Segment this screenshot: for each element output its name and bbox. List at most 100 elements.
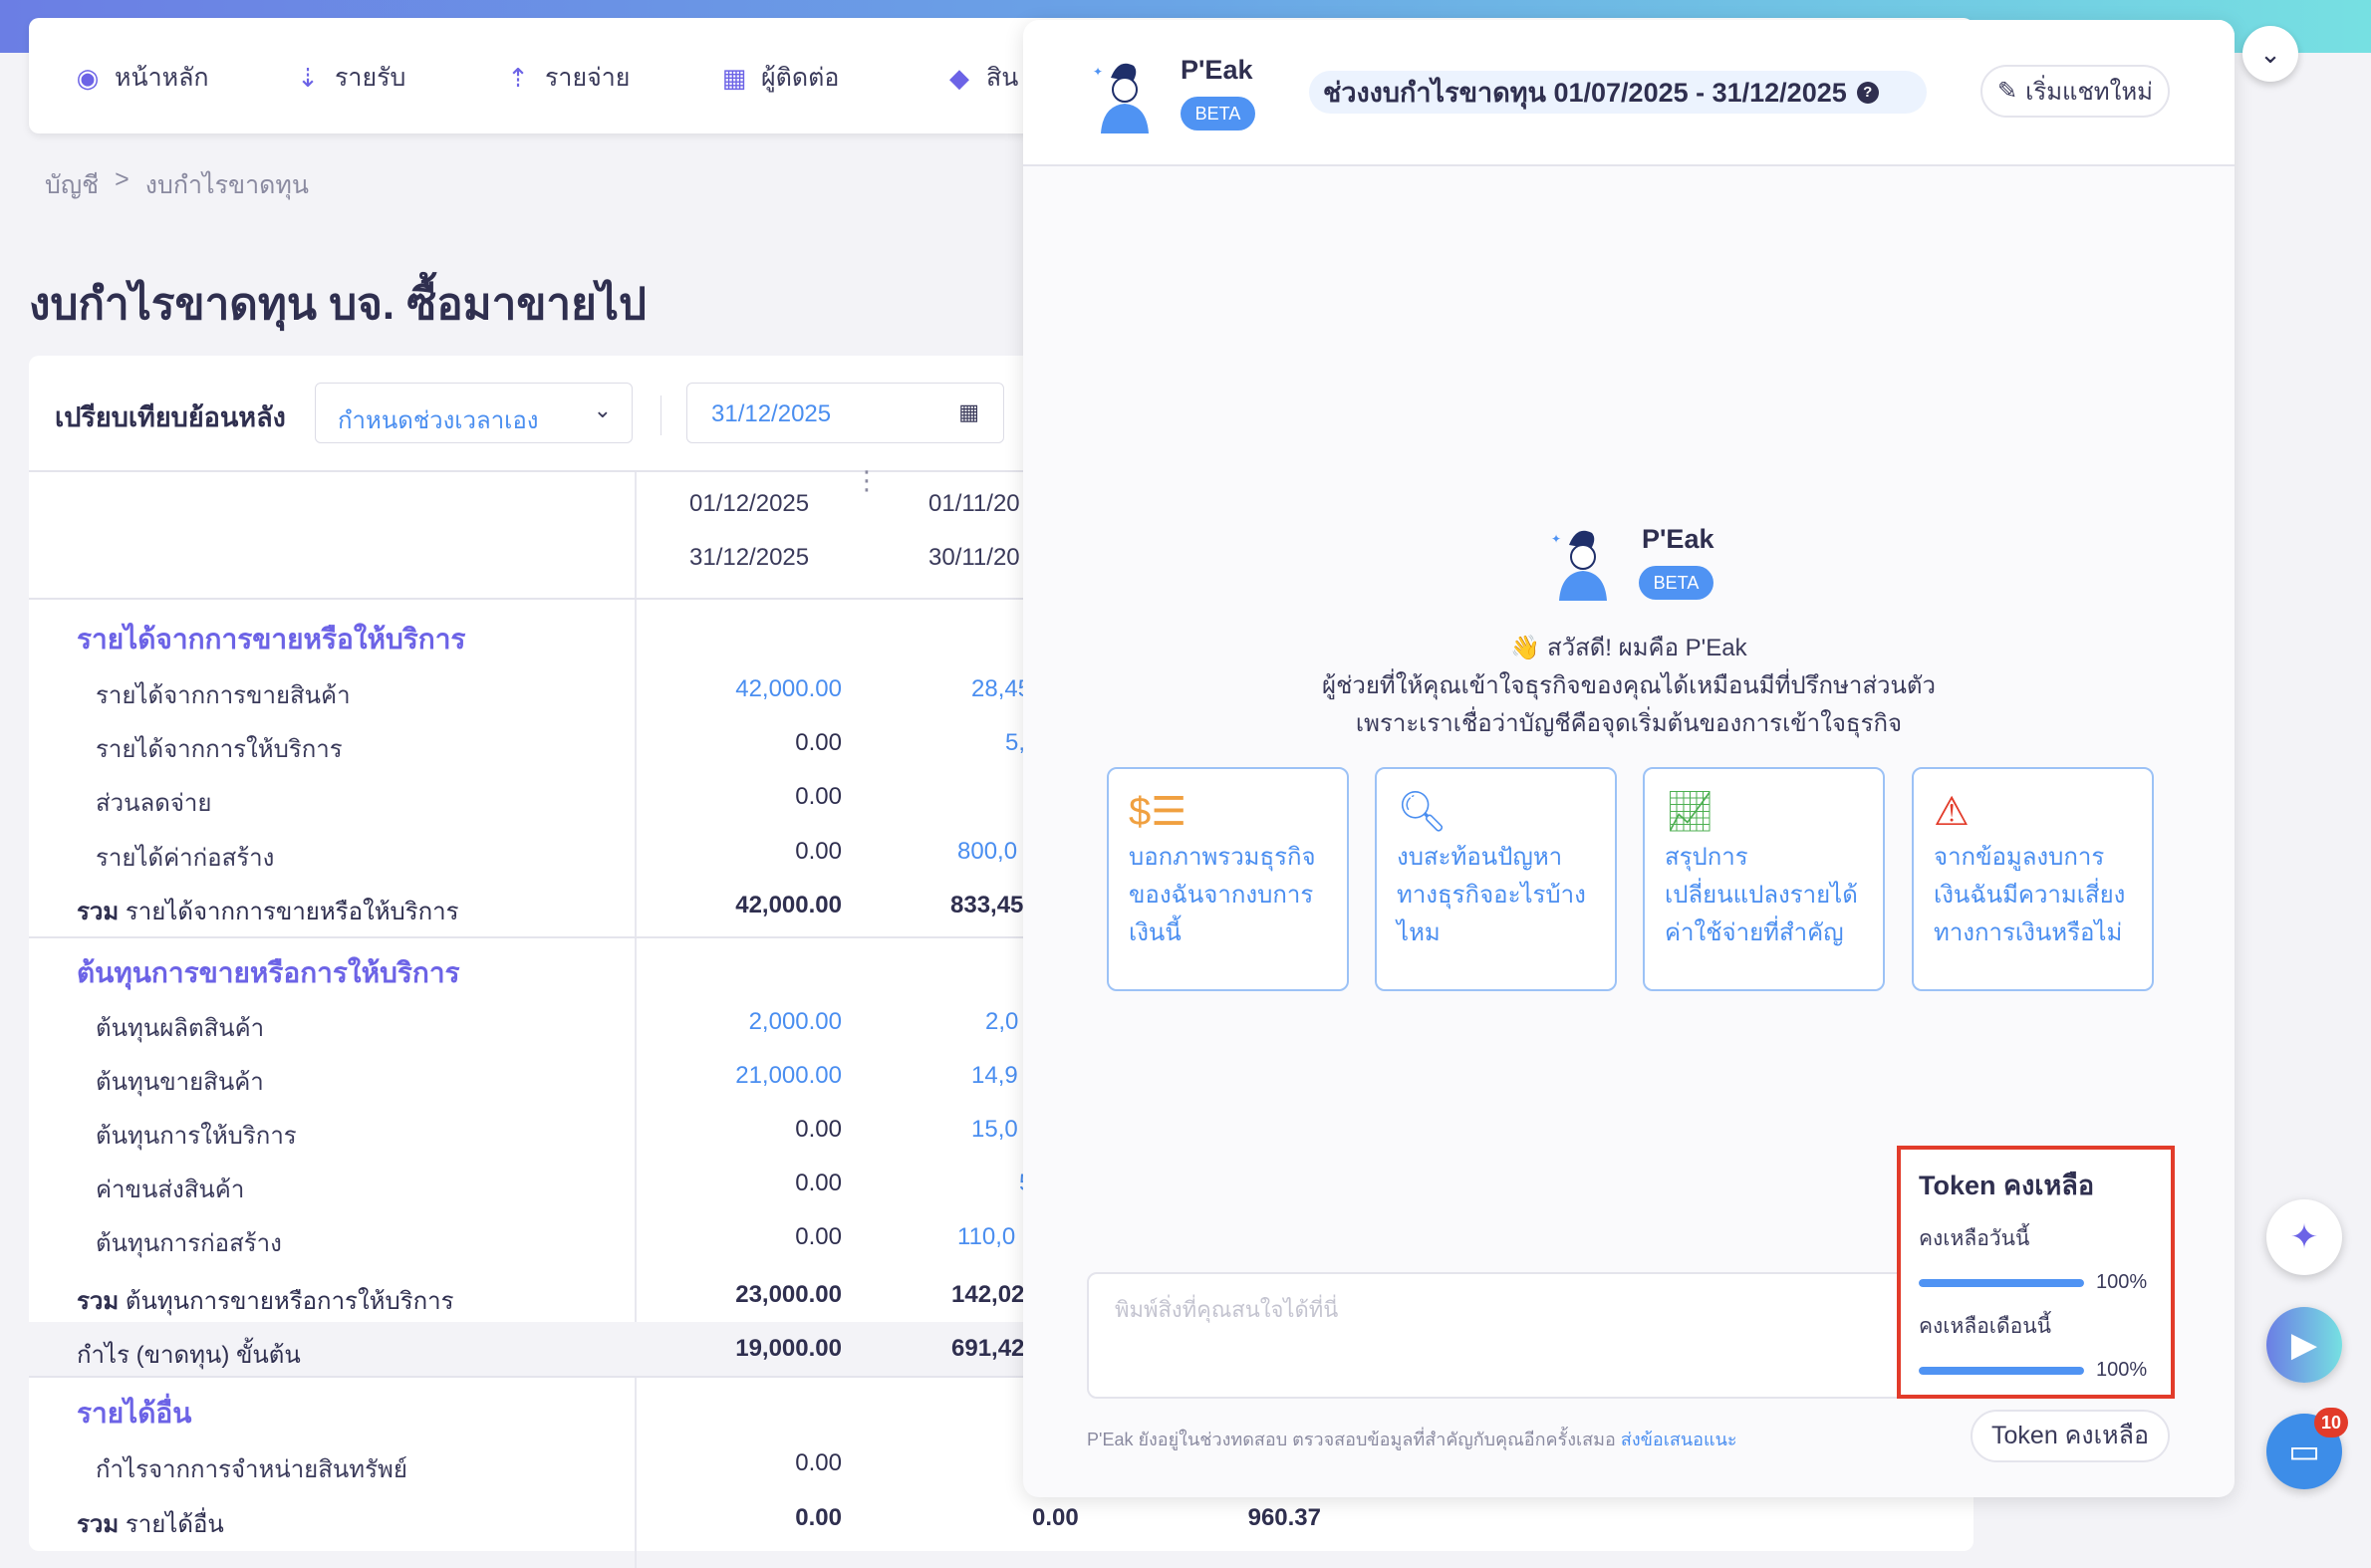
value-col2[interactable]: 14,9 — [971, 1062, 1018, 1089]
calendar-icon[interactable]: ▦ — [958, 399, 979, 424]
total-row: รวม รายได้จากการขายหรือให้บริการ 42,000.0… — [29, 879, 1974, 932]
row-label: รายได้จากการขายสินค้า — [96, 682, 351, 709]
value-col1: 42,000.00 — [735, 892, 842, 918]
period-text: ช่วงงบกำไรขาดทุน 01/07/2025 - 31/12/2025 — [1323, 78, 1847, 108]
breadcrumb: บัญชี > งบกำไรขาดทุน — [45, 165, 309, 205]
value-col2: 691,42 — [951, 1335, 1025, 1362]
period-select-value: กำหนดช่วงเวลาเอง — [338, 407, 539, 434]
suggestion-card[interactable]: ⚠ จากข้อมูลงบการเงินฉันมีความเสี่ยงทางการ… — [1912, 767, 2154, 991]
value-col1: 0.00 — [795, 1449, 842, 1476]
token-month-fill — [1919, 1366, 2084, 1375]
period-pill: ช่วงงบกำไรขาดทุน 01/07/2025 - 31/12/2025… — [1309, 71, 1927, 114]
nav-label: รายรับ — [335, 64, 406, 92]
column-divider — [635, 472, 637, 1568]
value-col2[interactable]: 28,45 — [971, 675, 1032, 702]
nav-label: สิน — [986, 64, 1019, 92]
play-button[interactable]: ▶ — [2266, 1307, 2342, 1383]
token-month-bar — [1919, 1366, 2084, 1375]
value-col1: 0.00 — [795, 783, 842, 810]
chart-icon: 📈︎ — [1665, 790, 1715, 834]
divider — [660, 395, 661, 435]
kebab-menu-icon[interactable]: ⋮ — [854, 465, 880, 495]
nav-label: หน้าหลัก — [115, 64, 209, 92]
suggestion-card[interactable]: $☰ บอกภาพรวมธุรกิจของฉันจากงบการเงินนี้ — [1107, 767, 1349, 991]
row-label: ต้นทุนการก่อสร้าง — [96, 1230, 282, 1257]
row-label-text: ต้นทุนการขายหรือการให้บริการ — [125, 1288, 454, 1315]
edit-icon: ✎ — [1997, 78, 2018, 105]
date-input[interactable]: 31/12/2025 ▦ — [686, 383, 1004, 443]
table-row: กำไรจากการจำหน่ายสินทรัพย์ 0.00 — [29, 1437, 1974, 1490]
row-label: ต้นทุนการขายหรือการให้บริการ — [77, 957, 460, 988]
row-label: ต้นทุนการให้บริการ — [96, 1123, 297, 1150]
intro-line-2: เพราะเราเชื่อว่าบัญชีคือจุดเริ่มต้นของกา… — [1355, 710, 1903, 737]
row-label: รวม ต้นทุนการขายหรือการให้บริการ — [77, 1281, 454, 1320]
value-col1: 23,000.00 — [735, 1281, 842, 1308]
product-box-icon: ◆ — [949, 62, 969, 93]
value-col1[interactable]: 2,000.00 — [748, 1008, 842, 1035]
suggestion-card[interactable]: 🔍︎ งบสะท้อนปัญหาทางธุรกิจอะไรบ้างไหม — [1375, 767, 1617, 991]
token-remaining-button[interactable]: Token คงเหลือ — [1971, 1410, 2170, 1462]
breadcrumb-root[interactable]: บัญชี — [45, 171, 100, 199]
row-label: รายได้จากการให้บริการ — [96, 736, 343, 763]
new-chat-button[interactable]: ✎ เริ่มแชทใหม่ — [1980, 65, 2170, 118]
value-col2[interactable]: 15,0 — [971, 1116, 1018, 1143]
row-label: รายได้อื่น — [77, 1398, 192, 1429]
token-today-label: คงเหลือวันนี้ — [1919, 1227, 2030, 1250]
suggestion-card[interactable]: 📈︎ สรุปการเปลี่ยนแปลงรายได้ค่าใช้จ่ายที่ส… — [1643, 767, 1885, 991]
income-icon: ⇣ — [297, 62, 319, 93]
suggestion-text: บอกภาพรวมธุรกิจของฉันจากงบการเงินนี้ — [1129, 844, 1316, 946]
intro-line-1: ผู้ช่วยที่ให้คุณเข้าใจธุรกิจของคุณได้เหม… — [1322, 672, 1936, 699]
value-col1: 0.00 — [795, 1116, 842, 1143]
nav-item-income[interactable]: ⇣ รายรับ — [293, 58, 405, 98]
help-icon[interactable]: ? — [1856, 81, 1879, 104]
nav-item-expense[interactable]: ⇡ รายจ่าย — [503, 58, 630, 98]
token-popover: Token คงเหลือ คงเหลือวันนี้ 100% คงเหลือ… — [1897, 1146, 2175, 1399]
search-dollar-icon: 🔍︎ — [1397, 790, 1448, 834]
date-value: 31/12/2025 — [711, 400, 832, 427]
table-row: ต้นทุนการก่อสร้าง 0.00 110,0 — [29, 1210, 1974, 1264]
token-today-bar — [1919, 1278, 2084, 1287]
nav-item-contacts[interactable]: ▦ ผู้ติดต่อ — [719, 58, 840, 98]
row-label: ต้นทุนขายสินค้า — [96, 1069, 264, 1096]
total-prefix: รวม — [77, 1288, 120, 1315]
expense-icon: ⇡ — [507, 62, 529, 93]
token-month-label: คงเหลือเดือนนี้ — [1919, 1315, 2051, 1338]
value-col2[interactable]: 2,0 — [985, 1008, 1019, 1035]
svg-text:✦: ✦ — [1551, 532, 1561, 546]
nav-label: ผู้ติดต่อ — [761, 64, 840, 92]
value-col2: 0.00 — [1032, 1504, 1079, 1531]
table-row: ค่าขนส่งสินค้า0.005 — [29, 1157, 1974, 1210]
nav-item-home[interactable]: ◉ หน้าหลัก — [73, 58, 209, 98]
section-header: รายได้อื่น — [29, 1382, 1974, 1436]
table-row: รายได้จากการขายสินค้า 42,000.00 28,45 — [29, 662, 1974, 716]
row-label: ส่วนลดจ่าย — [96, 790, 212, 817]
total-row: รวม ต้นทุนการขายหรือการให้บริการ 23,000.0… — [29, 1268, 1974, 1322]
collapse-chevron-button[interactable]: ⌄ — [2242, 26, 2298, 82]
row-label: กำไร (ขาดทุน) ขั้นต้น — [77, 1342, 301, 1369]
table-row: รายได้ค่าก่อสร้าง 0.00 800,0 — [29, 825, 1974, 879]
row-label: ต้นทุนผลิตสินค้า — [96, 1015, 265, 1042]
peak-avatar-icon: ✦ — [1551, 530, 1607, 601]
chevron-down-icon: ⌄ — [2259, 39, 2281, 69]
value-col2[interactable]: 110,0 — [957, 1223, 1016, 1250]
col2-to: 30/11/20 — [928, 544, 1020, 571]
divider — [29, 598, 1974, 600]
value-col1[interactable]: 21,000.00 — [735, 1062, 842, 1089]
support-chat-button[interactable]: ▭ 10 — [2266, 1408, 2348, 1489]
magic-wand-button[interactable]: ✦ — [2266, 1199, 2342, 1275]
assistant-name: P'Eak — [1642, 524, 1714, 554]
value-col2[interactable]: 800,0 — [957, 838, 1018, 865]
value-col1: 0.00 — [795, 838, 842, 865]
total-prefix: รวม — [77, 899, 120, 925]
peak-avatar-icon: ✦ — [1093, 63, 1149, 133]
nav-item-products[interactable]: ◆ สิน — [944, 58, 1018, 98]
value-col1: 0.00 — [795, 1223, 842, 1250]
token-today-fill — [1919, 1278, 2084, 1287]
value-col1: 19,000.00 — [735, 1335, 842, 1362]
period-select[interactable]: กำหนดช่วงเวลาเอง ⌄ — [315, 383, 633, 443]
token-month-pct: 100% — [2096, 1359, 2148, 1381]
value-col2: 142,02 — [951, 1281, 1025, 1308]
feedback-link[interactable]: ส่งข้อเสนอแนะ — [1620, 1430, 1737, 1449]
value-col1[interactable]: 42,000.00 — [735, 675, 842, 702]
suggestion-text: งบสะท้อนปัญหาทางธุรกิจอะไรบ้างไหม — [1397, 844, 1586, 946]
